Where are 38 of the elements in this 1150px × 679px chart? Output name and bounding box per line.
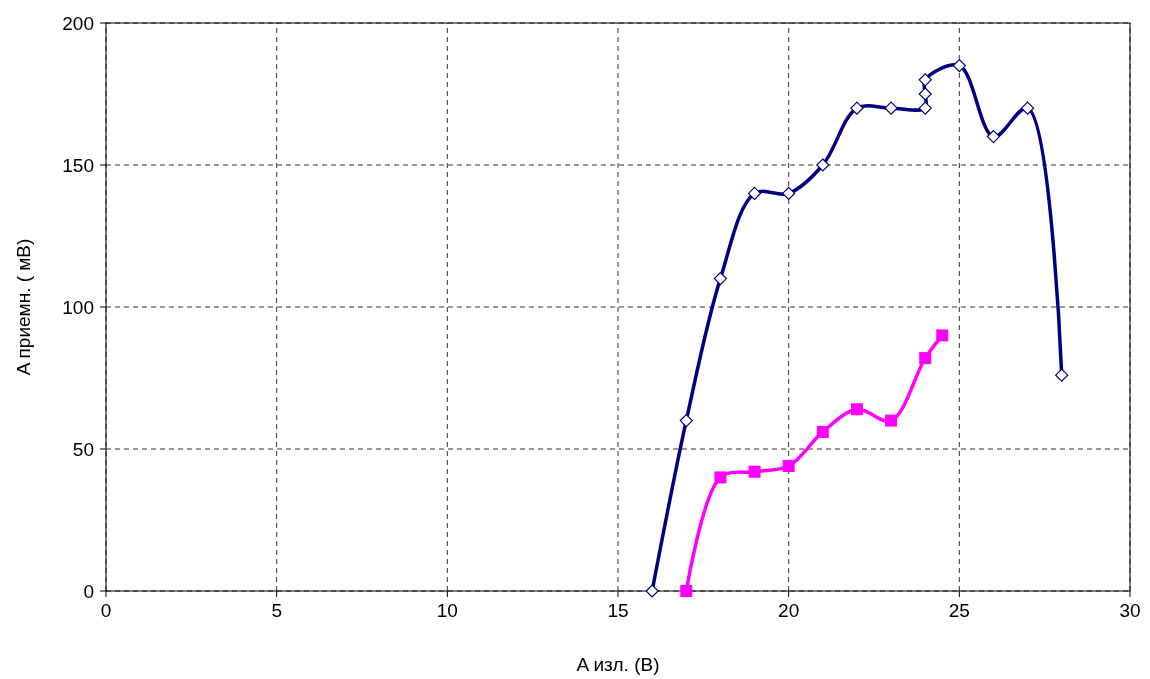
point <box>952 59 966 73</box>
point <box>782 460 795 473</box>
y-tick-label: 200 <box>62 13 94 34</box>
point <box>747 186 762 200</box>
point <box>986 130 1001 144</box>
point <box>816 425 829 438</box>
point <box>1021 101 1035 115</box>
y-tick-label: 50 <box>72 439 94 460</box>
point <box>918 87 932 101</box>
point <box>679 414 693 428</box>
y-tick-label: 0 <box>83 581 94 602</box>
point <box>782 186 796 200</box>
point <box>680 585 693 597</box>
x-axis-title: A изл. (В) <box>576 654 660 675</box>
point <box>919 352 932 365</box>
point <box>748 465 761 478</box>
point <box>936 329 949 342</box>
point <box>816 158 830 172</box>
point <box>714 471 727 484</box>
x-tick-label: 25 <box>948 600 970 621</box>
point <box>850 101 864 115</box>
x-tick-label: 20 <box>778 600 800 621</box>
x-tick-label: 30 <box>1119 600 1141 621</box>
x-tick-label: 5 <box>271 600 282 621</box>
x-tick-label: 15 <box>607 600 629 621</box>
point <box>713 272 727 286</box>
point <box>1055 368 1069 382</box>
y-axis-title: A приемн. ( мВ) <box>13 238 34 376</box>
y-tick-label: 150 <box>62 155 94 176</box>
point <box>918 73 932 87</box>
point <box>884 101 898 115</box>
point <box>850 403 863 416</box>
x-tick-label: 10 <box>436 600 458 621</box>
point <box>918 101 932 115</box>
x-tick-label: 0 <box>100 600 112 621</box>
point <box>645 584 659 598</box>
y-tick-label: 100 <box>62 297 94 318</box>
point <box>885 414 898 427</box>
